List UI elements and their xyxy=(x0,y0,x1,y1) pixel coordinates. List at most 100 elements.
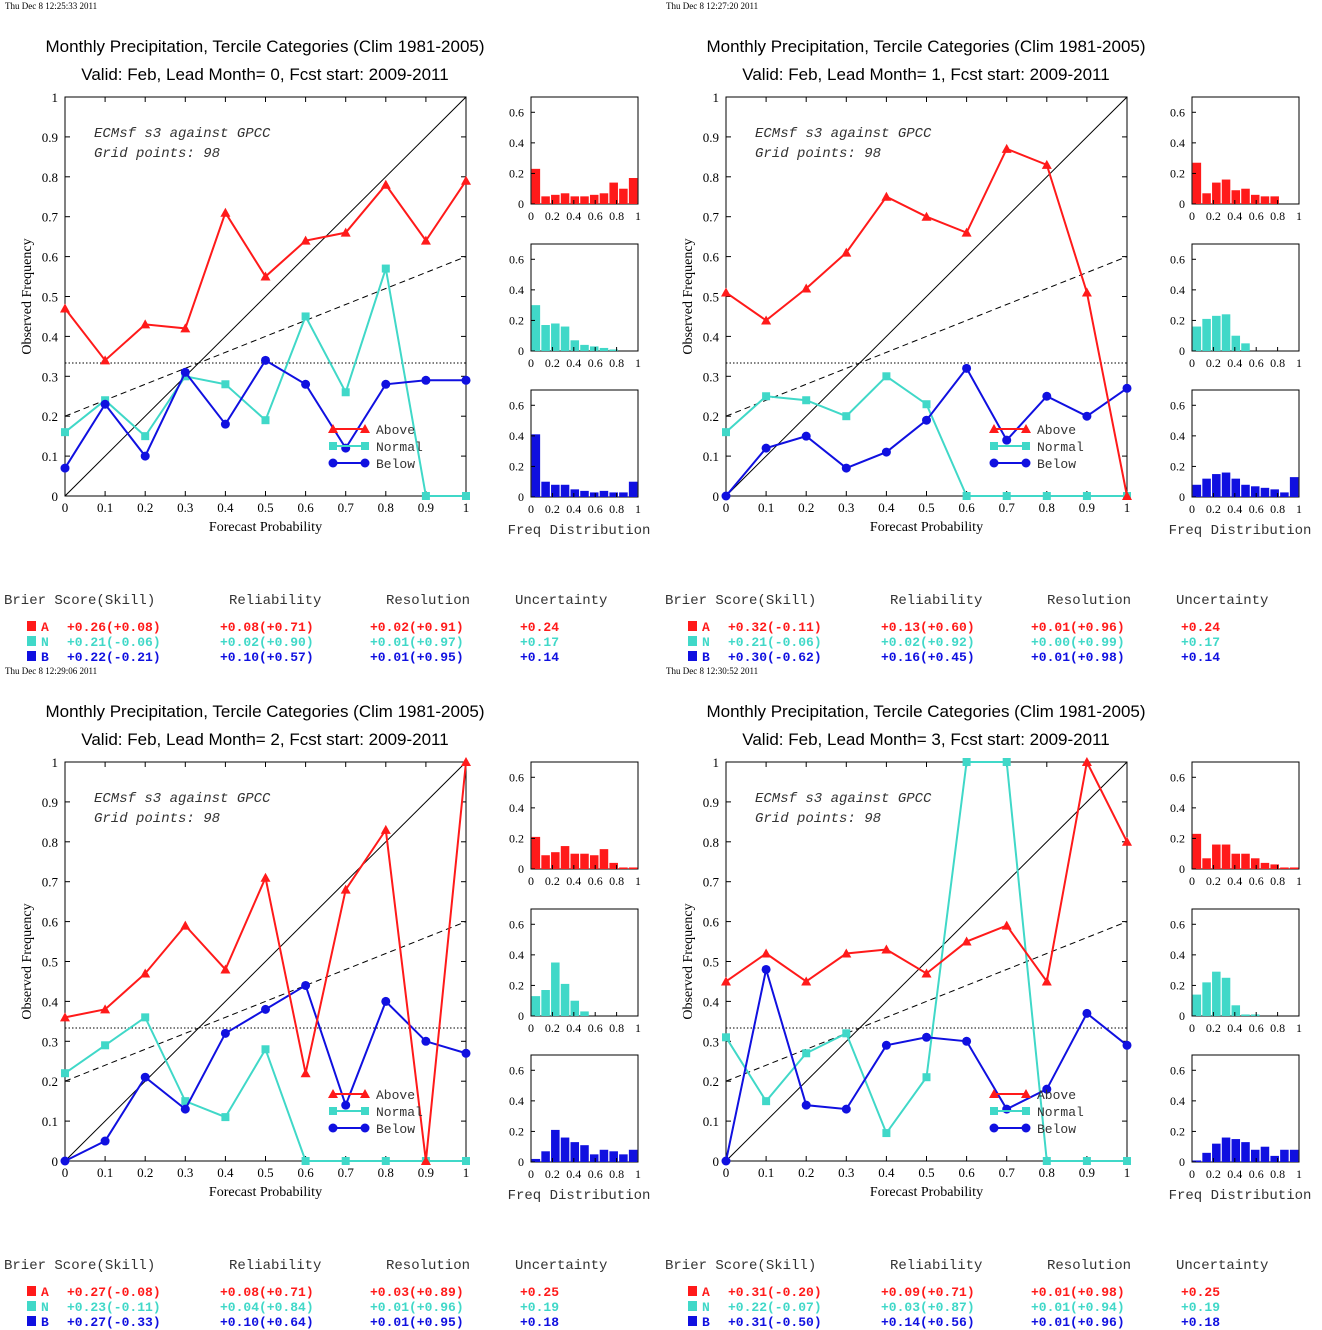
score-reliability: +0.09(+0.71) xyxy=(881,1285,975,1300)
histogram-y-tick-label: 0.2 xyxy=(1170,1124,1185,1138)
histogram-x-tick-label: 0.4 xyxy=(1227,1021,1242,1035)
annotation-gridpoints: Grid points: 98 xyxy=(755,146,881,162)
chart-subtitle: Valid: Feb, Lead Month= 0, Fcst start: 2… xyxy=(81,65,448,84)
score-brier: +0.22(-0.21) xyxy=(67,650,161,665)
x-tick-label: 0.1 xyxy=(97,1165,113,1180)
histogram-x-tick-label: 0.8 xyxy=(1270,1021,1285,1035)
histogram-x-tick-label: 0.8 xyxy=(609,1021,624,1035)
x-tick-label: 0 xyxy=(62,1165,69,1180)
histogram-bar xyxy=(1231,478,1241,497)
histogram-bar xyxy=(541,990,550,1016)
histogram-y-tick-label: 0.2 xyxy=(509,1124,524,1138)
histogram-bar xyxy=(1280,492,1289,497)
score-header: Resolution xyxy=(1047,593,1131,609)
y-tick-label: 0.7 xyxy=(703,210,720,225)
score-reliability: +0.08(+0.71) xyxy=(220,620,314,635)
y-tick-label: 0.1 xyxy=(42,449,58,464)
x-tick-label: 0.5 xyxy=(918,500,934,515)
marker-above xyxy=(801,976,812,986)
marker-normal xyxy=(341,1157,350,1165)
marker-normal xyxy=(1002,758,1011,766)
histogram-bar xyxy=(570,853,580,869)
histogram-above: 0 0.2 0.4 0.6 0.8 1 0 0.2 0.4 0.6 xyxy=(509,761,641,888)
x-axis-label: Forecast Probability xyxy=(870,1185,983,1200)
score-uncertainty: +0.25 xyxy=(1181,1285,1220,1300)
legend-marker-above xyxy=(1021,1089,1031,1098)
marker-below xyxy=(962,1036,972,1046)
histogram-bar xyxy=(1270,489,1279,497)
legend-label-below: Below xyxy=(376,1122,415,1137)
histogram-frame xyxy=(1191,761,1300,870)
marker-normal xyxy=(1002,492,1011,500)
histogram-below: 0 0.2 0.4 0.6 0.8 1 0 0.2 0.4 0.6 xyxy=(509,389,641,516)
score-header: Reliability xyxy=(890,593,982,609)
histogram-bar xyxy=(609,349,618,351)
x-tick-label: 0.4 xyxy=(217,1165,234,1180)
histogram-x-tick-label: 0.6 xyxy=(588,1021,603,1035)
histogram-bar xyxy=(1289,477,1299,497)
marker-below xyxy=(140,451,150,461)
histogram-bar xyxy=(1250,194,1260,204)
legend-marker-above xyxy=(989,424,999,433)
no-skill-line xyxy=(726,921,1127,1082)
marker-above xyxy=(1041,159,1052,169)
marker-normal xyxy=(1082,492,1091,500)
histogram-frame xyxy=(530,389,639,498)
histogram-y-tick-label: 0.4 xyxy=(509,1094,524,1108)
marker-normal xyxy=(141,1013,150,1022)
histogram-bar xyxy=(1202,858,1211,869)
marker-normal xyxy=(61,428,69,437)
score-swatch-above xyxy=(688,621,697,631)
histogram-bar xyxy=(1280,867,1289,869)
histogram-y-tick-label: 0.6 xyxy=(509,105,524,119)
marker-normal xyxy=(1042,492,1051,500)
marker-normal xyxy=(381,1157,390,1165)
score-brier: +0.31(-0.50) xyxy=(728,1315,822,1330)
histogram-bar xyxy=(589,194,599,204)
x-tick-label: 0.4 xyxy=(878,500,895,515)
histogram-y-tick-label: 0.6 xyxy=(1170,105,1185,119)
histogram-bar xyxy=(628,1149,638,1162)
marker-below xyxy=(721,1156,731,1166)
histogram-bar xyxy=(1270,196,1279,204)
x-tick-label: 1 xyxy=(463,500,470,515)
histogram-bar xyxy=(580,196,589,204)
histogram-bar xyxy=(570,196,580,204)
score-category: N xyxy=(702,635,710,650)
histogram-y-tick-label: 0 xyxy=(518,1155,524,1169)
reliability-panel: Thu Dec 8 12:30:52 2011 Monthly Precipita… xyxy=(665,666,1311,1330)
score-resolution: +0.00(+0.99) xyxy=(1031,635,1125,650)
score-header: Reliability xyxy=(229,1258,321,1274)
timestamp: Thu Dec 8 12:25:33 2011 xyxy=(5,1,97,11)
marker-above xyxy=(461,175,471,185)
timestamp: Thu Dec 8 12:29:06 2011 xyxy=(5,666,97,676)
x-tick-label: 0.2 xyxy=(137,1165,153,1180)
score-resolution: +0.01(+0.97) xyxy=(370,635,464,650)
x-tick-label: 0 xyxy=(62,500,69,515)
marker-below xyxy=(341,443,351,453)
histogram-bar xyxy=(570,340,580,351)
marker-below xyxy=(801,431,811,441)
histogram-y-tick-label: 0.6 xyxy=(509,1063,524,1077)
histogram-x-tick-label: 0.2 xyxy=(1206,356,1221,370)
x-tick-label: 0.8 xyxy=(378,1165,394,1180)
score-reliability: +0.14(+0.56) xyxy=(881,1315,975,1330)
histogram-bar xyxy=(628,178,638,204)
score-header: Resolution xyxy=(1047,1258,1131,1274)
score-category: A xyxy=(702,1285,710,1300)
legend-marker-normal xyxy=(990,442,998,450)
legend-marker-above xyxy=(1021,424,1031,433)
marker-normal xyxy=(301,312,310,321)
histogram-x-tick-label: 0.8 xyxy=(609,1167,624,1181)
histogram-y-tick-label: 0 xyxy=(1179,1009,1185,1023)
histogram-bar xyxy=(1202,1152,1211,1162)
y-tick-label: 0 xyxy=(713,489,720,504)
reliability-panel: Thu Dec 8 12:25:33 2011 Monthly Precipita… xyxy=(4,1,650,665)
histogram-bar xyxy=(1280,1149,1289,1162)
y-tick-label: 1 xyxy=(713,90,720,105)
legend-marker-above xyxy=(360,424,370,433)
score-reliability: +0.13(+0.60) xyxy=(881,620,975,635)
reliability-panel: Thu Dec 8 12:29:06 2011 Monthly Precipita… xyxy=(4,666,650,1330)
histogram-y-tick-label: 0.2 xyxy=(1170,831,1185,845)
histogram-bar xyxy=(551,962,560,1016)
